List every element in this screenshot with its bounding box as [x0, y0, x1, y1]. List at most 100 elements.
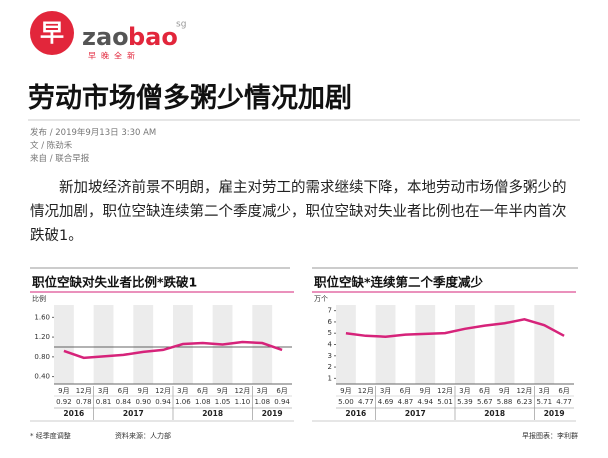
meta-line: 来自 / 联合早报 [30, 154, 90, 164]
band [415, 305, 436, 384]
value-label: 0.94 [274, 398, 290, 406]
x-tick-label: 3月 [257, 387, 268, 395]
band [494, 305, 515, 384]
meta: 发布 / 2019年9月13日 3:30 AM 文 / 陈劲禾 来自 / 联合早… [30, 127, 156, 166]
value-label: 1.10 [235, 398, 251, 406]
y-tick-label: 0.40 [34, 373, 50, 381]
x-tick-label: 12月 [437, 387, 453, 395]
x-tick-label: 3月 [380, 387, 391, 395]
logo-name: bao [128, 23, 178, 51]
logo-name: zao [82, 23, 129, 51]
value-label: 0.84 [116, 398, 132, 406]
x-tick-label: 3月 [177, 387, 188, 395]
value-label: 4.77 [556, 398, 572, 406]
value-label: 0.78 [76, 398, 92, 406]
value-label: 5.67 [477, 398, 493, 406]
year-label: 2019 [262, 409, 283, 418]
value-label: 5.88 [497, 398, 513, 406]
value-label: 0.81 [96, 398, 112, 406]
y-tick-label: 7 [328, 307, 332, 315]
x-tick-label: 9月 [420, 387, 431, 395]
x-tick-label: 3月 [98, 387, 109, 395]
year-label: 2016 [63, 409, 84, 418]
x-tick-label: 6月 [118, 387, 129, 395]
article-title: 劳动市场僧多粥少情况加剧 [28, 83, 352, 114]
value-label: 5.01 [437, 398, 453, 406]
y-tick-label: 0.80 [34, 353, 50, 361]
x-tick-label: 3月 [459, 387, 470, 395]
logo-mark: 早 [40, 19, 64, 47]
band [534, 305, 555, 384]
value-label: 6.23 [517, 398, 533, 406]
value-label: 1.06 [175, 398, 191, 406]
x-tick-label: 12月 [516, 387, 532, 395]
x-tick-label: 6月 [479, 387, 490, 395]
y-tick-label: 1 [328, 374, 332, 382]
year-label: 2017 [405, 409, 426, 418]
meta-line: 文 / 陈劲禾 [30, 141, 73, 151]
chart-title: 职位空缺对失业者比例*跌破1 [32, 275, 197, 290]
value-label: 5.00 [338, 398, 354, 406]
y-tick-label: 5 [328, 329, 332, 337]
logo-suffix: sg [176, 20, 186, 30]
value-label: 0.90 [135, 398, 151, 406]
value-label: 0.92 [56, 398, 72, 406]
y-tick-label: 4 [328, 341, 333, 349]
value-label: 1.08 [195, 398, 211, 406]
footnote: * 经季度调整 [30, 431, 71, 440]
x-tick-label: 6月 [558, 387, 569, 395]
value-label: 5.71 [536, 398, 552, 406]
value-label: 5.39 [457, 398, 473, 406]
band [93, 305, 114, 384]
value-label: 1.08 [254, 398, 270, 406]
value-label: 0.94 [155, 398, 171, 406]
x-tick-label: 9月 [217, 387, 228, 395]
x-tick-label: 12月 [76, 387, 92, 395]
x-tick-label: 6月 [276, 387, 287, 395]
x-tick-label: 12月 [234, 387, 250, 395]
y-axis-label: 万个 [314, 295, 328, 303]
band [455, 305, 475, 384]
meta-line: 发布 / 2019年9月13日 3:30 AM [30, 128, 157, 138]
x-tick-label: 9月 [138, 387, 149, 395]
year-label: 2017 [123, 409, 144, 418]
year-label: 2019 [544, 409, 565, 418]
line [345, 318, 565, 338]
band [133, 305, 154, 384]
x-tick-label: 9月 [499, 387, 510, 395]
value-label: 4.69 [378, 398, 394, 406]
band [252, 305, 273, 384]
y-tick-label: 3 [328, 352, 332, 360]
band [375, 305, 396, 384]
y-tick-label: 2 [328, 363, 332, 371]
value-label: 4.94 [417, 398, 433, 406]
logo-circle [30, 11, 74, 55]
x-tick-label: 6月 [400, 387, 411, 395]
x-tick-label: 12月 [155, 387, 171, 395]
y-tick-label: 1.60 [34, 313, 50, 321]
year-label: 2018 [202, 409, 223, 418]
credit: 早报图表：李利群 [522, 431, 578, 440]
value-label: 4.87 [398, 398, 414, 406]
line [63, 340, 283, 360]
x-tick-label: 9月 [58, 387, 69, 395]
band [54, 305, 74, 384]
source: 资料来源：人力部 [115, 431, 171, 440]
value-label: 4.77 [358, 398, 374, 406]
y-tick-label: 1.20 [34, 333, 50, 341]
value-label: 1.05 [215, 398, 231, 406]
x-tick-label: 3月 [539, 387, 550, 395]
band [336, 305, 356, 384]
chart-title: 职位空缺*连续第二个季度减少 [314, 275, 484, 290]
year-label: 2016 [345, 409, 366, 418]
y-axis-label: 比例 [32, 294, 46, 303]
y-tick-label: 6 [328, 318, 333, 326]
x-tick-label: 9月 [340, 387, 351, 395]
x-tick-label: 12月 [358, 387, 374, 395]
year-label: 2018 [484, 409, 505, 418]
article-body: 新加坡经济前景不明朗，雇主对劳工的需求继续下降，本地劳动市场僧多粥少的情况加剧，… [30, 180, 567, 244]
logo-tagline: 早晚全新 [88, 51, 140, 61]
x-tick-label: 6月 [197, 387, 208, 395]
